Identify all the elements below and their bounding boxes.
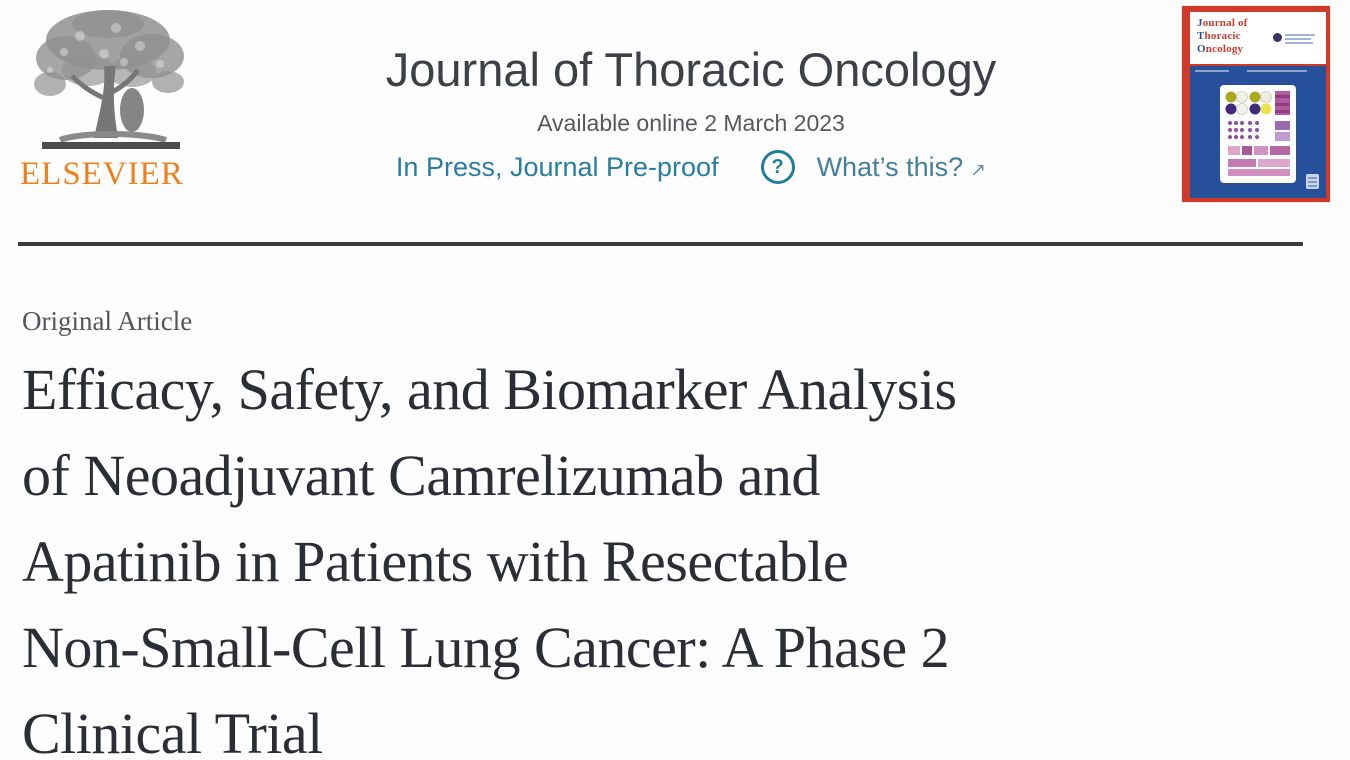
whats-this-label: What’s this? — [816, 151, 964, 182]
cover-society-logo — [1271, 32, 1321, 44]
in-press-status: In Press, Journal Pre-proof — [395, 151, 719, 182]
elsevier-wordmark: ELSEVIER — [20, 156, 184, 192]
cover-issue-band — [1190, 66, 1326, 76]
cover-title-line: Oncology — [1197, 43, 1244, 55]
journal-cover-thumbnail[interactable]: Journal of Thoracic Oncology — [1182, 6, 1330, 202]
section-divider — [18, 242, 1303, 246]
help-icon[interactable]: ? — [760, 150, 795, 184]
cover-title-line: Journal of — [1197, 17, 1248, 29]
external-link-icon: ↗ — [970, 159, 987, 181]
journal-header: Journal of Thoracic Oncology Available o… — [210, 6, 1172, 184]
journal-title-link[interactable]: Journal of Thoracic Oncology — [385, 43, 997, 96]
available-online-date: Available online 2 March 2023 — [537, 110, 845, 136]
elsevier-logo[interactable]: ELSEVIER — [14, 6, 210, 193]
cover-title-line: Thoracic — [1197, 30, 1241, 42]
cover-emblem-icon — [1306, 174, 1319, 189]
cover-figure-panel — [1220, 85, 1296, 183]
page-header: ELSEVIER Journal of Thoracic Oncology Av… — [0, 0, 1350, 208]
whats-this-link[interactable]: What’s this? ↗ — [817, 152, 986, 183]
article-category: Original Article — [22, 306, 193, 336]
article-header: Original Article Efficacy, Safety, and B… — [0, 306, 1350, 760]
elsevier-tree-icon — [14, 6, 210, 158]
cover-masthead: Journal of Thoracic Oncology — [1190, 12, 1326, 64]
in-press-row: In Press, Journal Pre-proof ? What’s thi… — [396, 150, 986, 184]
article-title: Efficacy, Safety, and Biomarker Analysis… — [22, 357, 957, 760]
